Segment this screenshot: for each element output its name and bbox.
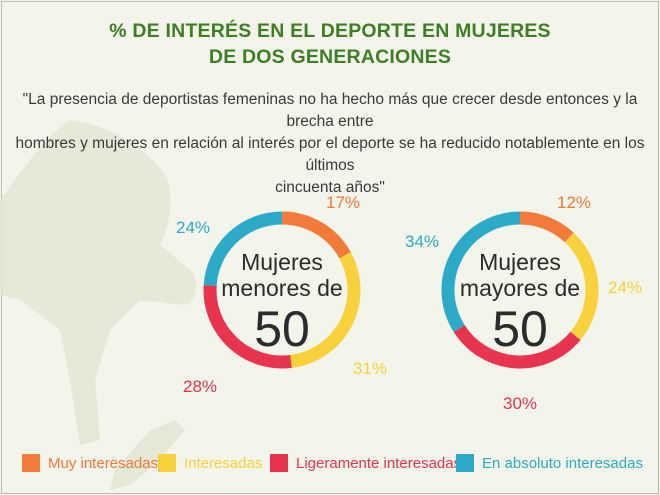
legend-label-absoluto: En absoluto interesadas (482, 454, 643, 472)
donut-2-center-label-2: mayores de (460, 275, 580, 301)
donut-1-slice-ligeramente (203, 285, 292, 369)
legend-item-ligeramente: Ligeramente interesadas (270, 452, 461, 474)
donut-1-value-label-ligeramente: 28% (183, 377, 217, 396)
legend-label-muy: Muy interesadas (48, 454, 159, 472)
donut-1-value-label-interesadas: 31% (353, 359, 387, 378)
donut-2-value-label-muy: 12% (557, 193, 591, 212)
donut-2-slice-muy (519, 211, 574, 243)
chart-title: % DE INTERÉS EN EL DEPORTE EN MUJERES DE… (0, 18, 660, 70)
legend-swatch-muy (22, 454, 40, 472)
donut-2-slice-absoluto (441, 211, 521, 333)
legend-label-interesadas: Interesadas (184, 454, 263, 472)
legend-label-ligeramente: Ligeramente interesadas (296, 454, 462, 472)
legend-swatch-ligeramente (270, 454, 288, 472)
donut-2-value-label-ligeramente: 30% (503, 394, 537, 413)
quote-line-3: cincuenta años" (275, 179, 385, 196)
donut-2-slice-ligeramente (453, 324, 581, 369)
donut-1-slice-absoluto (203, 211, 283, 287)
donut-2-value-label-absoluto: 34% (405, 232, 439, 251)
legend-item-muy: Muy interesadas (22, 452, 158, 474)
donut-1-slice-muy (281, 211, 351, 259)
donut-1-center-label-2: menores de (221, 275, 342, 301)
donut-1-slice-interesadas (290, 252, 361, 368)
legend: Muy interesadas Interesadas Ligeramente in… (0, 452, 660, 476)
donut-1-center-label-1: Mujeres (241, 249, 323, 275)
legend-item-interesadas: Interesadas (158, 452, 262, 474)
quote-line-2: hombres y mujeres en relación al interés… (15, 135, 645, 174)
quote-text: "La presencia de deportistas femeninas n… (10, 89, 650, 199)
title-line-2: DE DOS GENERACIONES (208, 46, 452, 68)
legend-swatch-absoluto (456, 454, 474, 472)
quote-line-1: "La presencia de deportistas femeninas n… (22, 91, 638, 130)
donut-2-center-label-3: 50 (492, 301, 548, 357)
donut-2-value-label-interesadas: 24% (608, 278, 642, 297)
donut-2-center-label-1: Mujeres (479, 249, 561, 275)
title-line-1: % DE INTERÉS EN EL DEPORTE EN MUJERES (109, 20, 551, 42)
legend-swatch-interesadas (158, 454, 176, 472)
donut-1-value-label-absoluto: 24% (176, 218, 210, 237)
legend-item-absoluto: En absoluto interesadas (456, 452, 643, 474)
donut-2-slice-interesadas (564, 232, 599, 341)
donut-1-center-label-3: 50 (254, 301, 310, 357)
donut-1-value-label-muy: 17% (326, 193, 360, 212)
